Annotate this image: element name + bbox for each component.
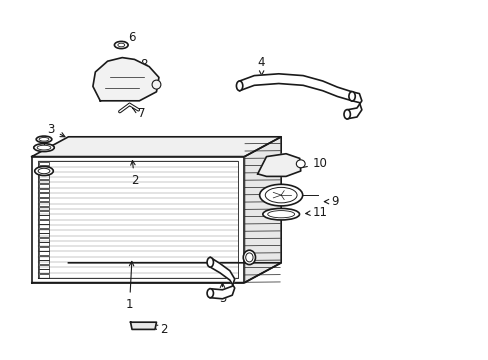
Bar — [39, 251, 49, 255]
Text: 4: 4 — [257, 57, 265, 76]
Bar — [39, 242, 49, 246]
Text: 9: 9 — [324, 195, 338, 208]
Text: 1: 1 — [125, 261, 134, 311]
Polygon shape — [244, 137, 281, 283]
Ellipse shape — [207, 289, 213, 298]
Bar — [39, 269, 49, 273]
Polygon shape — [93, 58, 159, 101]
Ellipse shape — [38, 168, 50, 174]
Ellipse shape — [35, 166, 53, 176]
Text: 7: 7 — [132, 107, 145, 120]
Text: 11: 11 — [305, 206, 327, 219]
Text: 6: 6 — [122, 31, 136, 46]
Ellipse shape — [245, 253, 253, 262]
Polygon shape — [210, 257, 234, 299]
Polygon shape — [32, 157, 244, 283]
Bar — [39, 171, 49, 174]
Ellipse shape — [296, 160, 305, 168]
Ellipse shape — [264, 187, 296, 203]
Bar — [39, 233, 49, 237]
Ellipse shape — [207, 257, 213, 267]
Polygon shape — [32, 137, 281, 157]
Bar — [39, 180, 49, 183]
Ellipse shape — [36, 136, 52, 143]
Text: 3: 3 — [47, 123, 65, 137]
Bar — [39, 247, 49, 251]
Ellipse shape — [152, 80, 161, 89]
Bar — [39, 184, 49, 188]
Polygon shape — [346, 92, 361, 119]
Ellipse shape — [243, 250, 255, 265]
Ellipse shape — [263, 208, 299, 220]
Ellipse shape — [344, 109, 349, 119]
Bar — [39, 265, 49, 269]
Bar — [39, 274, 49, 278]
Bar — [39, 260, 49, 264]
Ellipse shape — [259, 184, 302, 206]
Bar — [39, 189, 49, 192]
Ellipse shape — [236, 81, 242, 91]
Bar — [39, 162, 49, 165]
Ellipse shape — [114, 41, 128, 49]
Text: 2: 2 — [153, 323, 167, 336]
Text: 5: 5 — [218, 283, 226, 305]
Text: 10: 10 — [294, 157, 327, 170]
Bar — [39, 238, 49, 242]
Ellipse shape — [267, 211, 294, 218]
Bar — [39, 224, 49, 228]
Polygon shape — [130, 322, 156, 329]
Bar — [39, 229, 49, 233]
Ellipse shape — [118, 43, 124, 47]
Bar — [39, 198, 49, 201]
Bar — [39, 175, 49, 179]
Bar — [39, 216, 49, 219]
Bar — [39, 207, 49, 210]
Ellipse shape — [348, 91, 354, 101]
Ellipse shape — [37, 145, 51, 150]
Ellipse shape — [34, 144, 54, 152]
Bar — [39, 202, 49, 206]
Text: 8: 8 — [135, 58, 148, 71]
Bar — [39, 166, 49, 170]
Polygon shape — [239, 74, 351, 101]
Bar — [39, 211, 49, 215]
Bar — [39, 193, 49, 197]
Polygon shape — [257, 154, 300, 176]
Bar — [39, 256, 49, 260]
Ellipse shape — [39, 138, 49, 141]
Text: 2: 2 — [130, 161, 138, 186]
Bar — [39, 220, 49, 224]
